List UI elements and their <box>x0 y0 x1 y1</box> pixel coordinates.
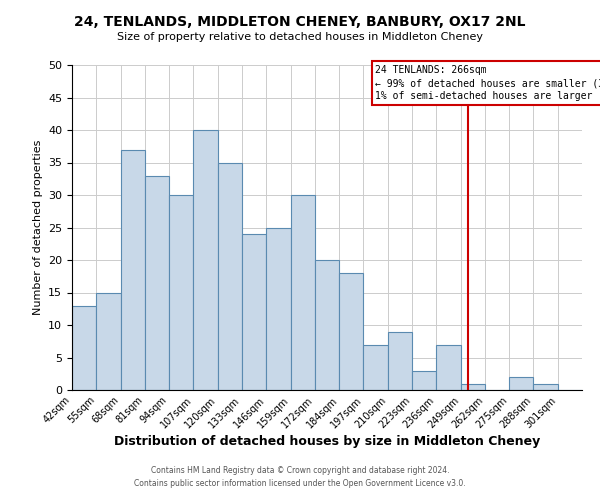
Bar <box>388 332 412 390</box>
Bar <box>315 260 339 390</box>
Text: Contains HM Land Registry data © Crown copyright and database right 2024.
Contai: Contains HM Land Registry data © Crown c… <box>134 466 466 487</box>
Bar <box>533 384 558 390</box>
Bar <box>364 344 388 390</box>
Bar <box>290 195 315 390</box>
Bar <box>169 195 193 390</box>
Bar <box>218 162 242 390</box>
Text: Size of property relative to detached houses in Middleton Cheney: Size of property relative to detached ho… <box>117 32 483 42</box>
Bar <box>509 377 533 390</box>
Y-axis label: Number of detached properties: Number of detached properties <box>32 140 43 315</box>
Bar <box>193 130 218 390</box>
Bar <box>145 176 169 390</box>
Bar <box>72 306 96 390</box>
Bar <box>339 273 364 390</box>
Bar <box>461 384 485 390</box>
Bar <box>266 228 290 390</box>
Bar <box>412 370 436 390</box>
Bar <box>242 234 266 390</box>
Bar <box>96 292 121 390</box>
Text: 24 TENLANDS: 266sqm
← 99% of detached houses are smaller (347)
1% of semi-detach: 24 TENLANDS: 266sqm ← 99% of detached ho… <box>376 65 600 102</box>
Bar <box>436 344 461 390</box>
Bar <box>121 150 145 390</box>
X-axis label: Distribution of detached houses by size in Middleton Cheney: Distribution of detached houses by size … <box>114 436 540 448</box>
Text: 24, TENLANDS, MIDDLETON CHENEY, BANBURY, OX17 2NL: 24, TENLANDS, MIDDLETON CHENEY, BANBURY,… <box>74 15 526 29</box>
